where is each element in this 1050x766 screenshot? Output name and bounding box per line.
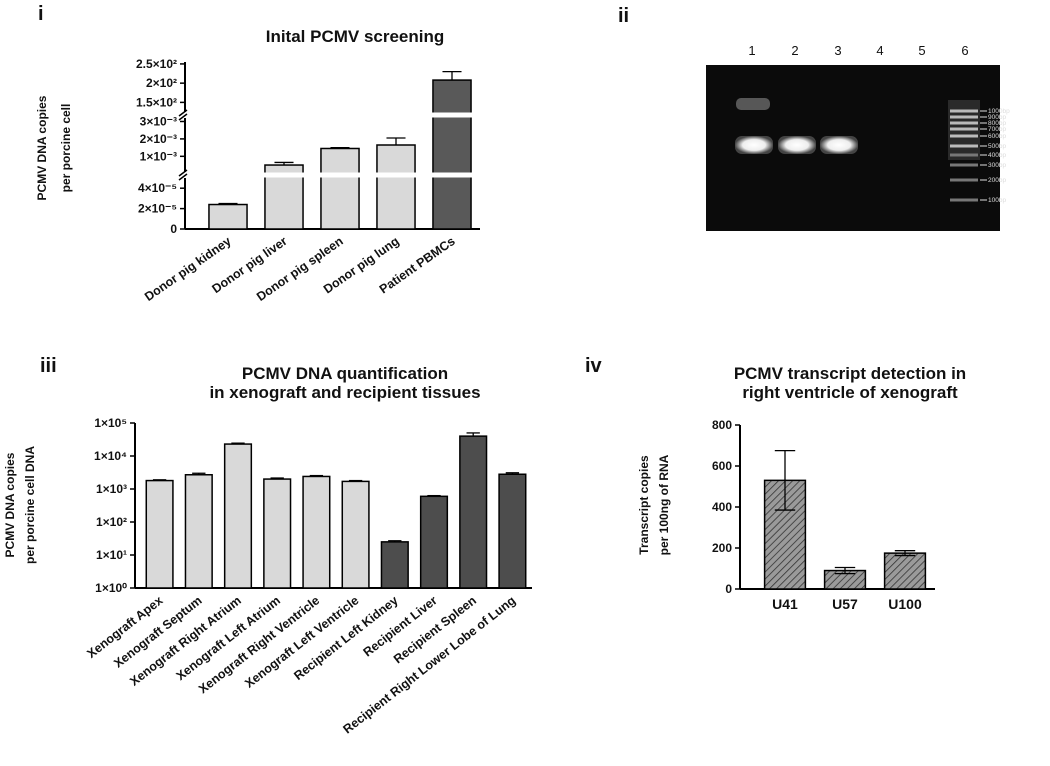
- panel-label: iii: [40, 355, 57, 377]
- axis-break-gap: [184, 112, 481, 118]
- y-axis-title: PCMV DNA copies: [35, 95, 49, 200]
- y-tick-label: 0: [725, 582, 732, 596]
- bar: [498, 473, 527, 589]
- bar: [432, 79, 472, 230]
- chart-title: in xenograft and recipient tissues: [209, 383, 480, 402]
- y-tick-label: 2.5×10²: [136, 57, 177, 71]
- y-axis-title: per porcine cell DNA: [23, 446, 37, 564]
- ladder-band: [950, 153, 978, 157]
- y-tick-label: 4×10⁻⁵: [138, 181, 177, 195]
- bar: [320, 147, 360, 230]
- ladder-label: 100bp: [988, 197, 1006, 204]
- lane-label: 5: [918, 43, 925, 58]
- y-axis-title: per porcine cell: [59, 104, 73, 193]
- y-tick-label: 1×10²: [96, 515, 127, 529]
- axis-break: [178, 173, 188, 181]
- y-tick-label: 0: [170, 222, 177, 236]
- ladder-band: [950, 121, 978, 125]
- bar: [883, 552, 927, 590]
- y-tick-label: 1×10⁵: [94, 416, 127, 430]
- y-tick-label: 400: [712, 500, 732, 514]
- bar: [184, 474, 213, 589]
- ladder-label: 800bp: [988, 120, 1006, 127]
- lane-label: 1: [748, 43, 755, 58]
- ladder-label: 500bp: [988, 143, 1006, 150]
- ladder-label: 600bp: [988, 133, 1006, 140]
- chart-title: Inital PCMV screening: [266, 27, 445, 46]
- panel-label: ii: [618, 5, 629, 27]
- axis-break: [178, 109, 188, 117]
- bar: [376, 144, 416, 230]
- x-tick-label: U57: [832, 596, 858, 612]
- ladder-band: [950, 178, 978, 182]
- y-tick-label: 600: [712, 459, 732, 473]
- bar: [145, 479, 174, 589]
- bar: [302, 475, 331, 589]
- gel-band: [736, 98, 770, 110]
- ladder-band: [950, 127, 978, 131]
- chart-title: right ventricle of xenograft: [742, 383, 958, 402]
- ladder-label: 1000bp: [988, 108, 1010, 115]
- lane-label: 2: [791, 43, 798, 58]
- gel-band: [820, 136, 858, 154]
- bar: [419, 495, 449, 589]
- bar: [223, 443, 253, 589]
- y-tick-label: 2×10²: [146, 76, 177, 90]
- chart-title: PCMV DNA quantification: [242, 364, 448, 383]
- lane-label: 6: [961, 43, 968, 58]
- gel-band: [778, 136, 816, 154]
- ladder-band: [950, 163, 978, 167]
- y-tick-label: 2×10⁻⁵: [138, 202, 177, 216]
- x-tick-label: U41: [772, 596, 798, 612]
- y-tick-label: 200: [712, 541, 732, 555]
- y-tick-label: 1.5×10²: [136, 95, 177, 109]
- ladder-band: [950, 134, 978, 138]
- y-tick-label: 1×10⁻³: [140, 149, 177, 163]
- ladder-label: 700bp: [988, 126, 1006, 133]
- ladder-band: [950, 115, 978, 119]
- ladder-band: [950, 109, 978, 113]
- y-axis-title: Transcript copies: [637, 455, 651, 555]
- lane-label: 4: [876, 43, 883, 58]
- y-tick-label: 3×10⁻³: [140, 114, 177, 128]
- ladder-label: 200bp: [988, 177, 1006, 184]
- ladder-label: 300bp: [988, 162, 1006, 169]
- panel-label: i: [38, 3, 44, 25]
- lane-label: 3: [834, 43, 841, 58]
- y-axis-title: PCMV DNA copies: [3, 452, 17, 557]
- y-tick-label: 2×10⁻³: [140, 132, 177, 146]
- bar: [459, 435, 488, 589]
- ladder-band: [950, 198, 978, 202]
- bar: [208, 203, 248, 230]
- axis-break-gap: [184, 172, 481, 178]
- panel-label: iv: [585, 355, 603, 377]
- y-axis-title: per 100ng of RNA: [657, 454, 671, 555]
- y-tick-label: 1×10¹: [96, 548, 127, 562]
- y-tick-label: 1×10⁰: [95, 581, 127, 595]
- axis-break: [178, 169, 188, 177]
- x-tick-label: U100: [888, 596, 922, 612]
- y-tick-label: 1×10³: [96, 482, 127, 496]
- y-tick-label: 800: [712, 418, 732, 432]
- bar: [341, 480, 370, 589]
- bar: [263, 478, 292, 589]
- chart-title: PCMV transcript detection in: [734, 364, 966, 383]
- ladder-label: 900bp: [988, 114, 1006, 121]
- axis-break: [178, 113, 188, 121]
- bar: [380, 541, 409, 589]
- gel-band: [735, 136, 773, 154]
- y-tick-label: 1×10⁴: [94, 449, 127, 463]
- ladder-label: 400bp: [988, 152, 1006, 159]
- ladder-band: [950, 144, 978, 148]
